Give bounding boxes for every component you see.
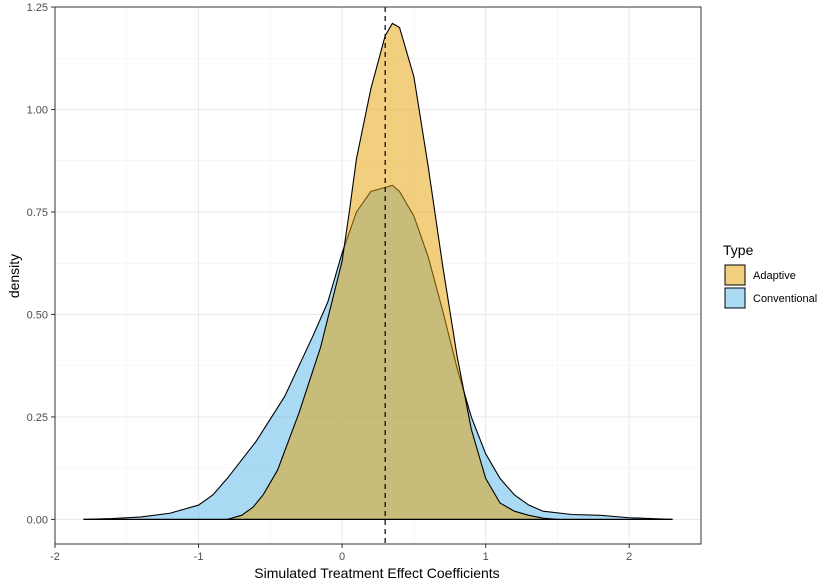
legend-key-adaptive	[724, 264, 746, 286]
axis-tick-labels: -2 -1 0 1 2 0.00 0.25 0.50 0.75 1.00 1.25	[27, 2, 633, 563]
y-tick-label: 0.75	[27, 207, 48, 219]
x-tick-label: -1	[194, 551, 204, 563]
legend-key-conventional	[724, 287, 746, 309]
legend: Type Adaptive Conventional	[723, 242, 817, 309]
y-tick-label: 0.50	[27, 309, 48, 321]
x-tick-label: 0	[339, 551, 345, 563]
x-axis-title: Simulated Treatment Effect Coefficients	[254, 565, 499, 581]
density-area-adaptive	[227, 23, 558, 520]
legend-title: Type	[723, 242, 754, 258]
y-tick-label: 0.25	[27, 412, 48, 424]
y-tick-label: 0.00	[27, 514, 48, 526]
plot-panel-border	[54, 6, 702, 545]
legend-label-adaptive: Adaptive	[753, 270, 796, 282]
density-outline-adaptive	[226, 22, 558, 520]
y-axis-title: density	[6, 254, 22, 298]
legend-items: Adaptive Conventional	[724, 264, 817, 309]
x-tick-label: -2	[50, 551, 60, 563]
x-tick-label: 1	[483, 551, 489, 563]
legend-label-conventional: Conventional	[753, 293, 817, 305]
density-areas	[83, 22, 673, 521]
axis-ticks	[51, 6, 630, 548]
y-tick-label: 1.00	[27, 104, 48, 116]
y-tick-label: 1.25	[27, 2, 48, 14]
x-tick-label: 2	[626, 551, 632, 563]
